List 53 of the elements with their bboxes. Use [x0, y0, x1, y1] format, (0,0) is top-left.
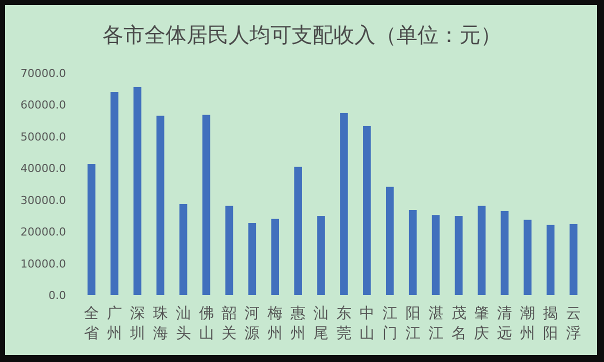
x-tick-label: 珠海	[152, 304, 168, 342]
x-tick-label: 阳江	[405, 304, 420, 342]
bar	[179, 204, 188, 295]
bar	[225, 206, 234, 295]
bar	[294, 166, 302, 295]
bar	[386, 186, 394, 295]
y-tick-label: 60000.0	[20, 98, 66, 112]
bar	[248, 223, 256, 295]
y-tick-label: 30000.0	[20, 194, 66, 207]
bar	[156, 116, 164, 295]
bar	[500, 210, 509, 295]
x-tick-label: 揭阳	[543, 304, 558, 342]
bar	[570, 224, 578, 295]
x-tick-label: 湛江	[428, 304, 444, 342]
x-tick-label: 惠州	[290, 304, 306, 342]
y-tick-label: 20000.0	[20, 226, 66, 239]
bar	[478, 206, 486, 295]
bar	[88, 164, 96, 295]
bar	[271, 218, 280, 295]
x-tick-label: 中山	[359, 304, 374, 342]
y-tick-label: 70000.0	[20, 67, 66, 80]
x-tick-label: 佛山	[198, 304, 214, 342]
bar	[432, 215, 440, 295]
bar	[110, 92, 118, 295]
y-tick-label: 10000.0	[20, 257, 66, 270]
x-tick-label: 汕尾	[314, 304, 329, 342]
x-tick-label: 肇庆	[474, 304, 490, 342]
y-tick-label: 50000.0	[20, 130, 66, 144]
x-tick-label: 韶关	[222, 304, 237, 342]
bar	[317, 216, 325, 295]
x-tick-label: 汕头	[176, 304, 191, 342]
x-tick-label: 潮州	[520, 304, 536, 342]
bar	[454, 216, 463, 295]
x-tick-label: 江门	[382, 304, 398, 342]
bar	[133, 86, 142, 295]
bar	[202, 114, 210, 295]
x-tick-label: 云浮	[566, 304, 582, 342]
bar	[363, 126, 371, 295]
x-tick-label: 全省	[84, 304, 99, 342]
x-tick-label: 河源	[244, 304, 260, 342]
x-tick-label: 梅州	[266, 304, 283, 342]
y-tick-label: 40000.0	[20, 162, 66, 176]
x-tick-label: 广州	[106, 304, 122, 342]
bar	[408, 210, 417, 295]
bar	[340, 112, 348, 295]
bar	[524, 220, 532, 295]
x-tick-label: 茂名	[451, 304, 466, 342]
chart-title: 各市全体居民人均可支配收入（单位：元）	[102, 23, 502, 47]
bar	[546, 224, 554, 295]
x-tick-label: 清远	[497, 304, 512, 342]
x-tick-label: 东莞	[336, 304, 352, 342]
y-tick-label: 0.0	[48, 289, 66, 302]
x-tick-label: 深圳	[128, 304, 145, 342]
